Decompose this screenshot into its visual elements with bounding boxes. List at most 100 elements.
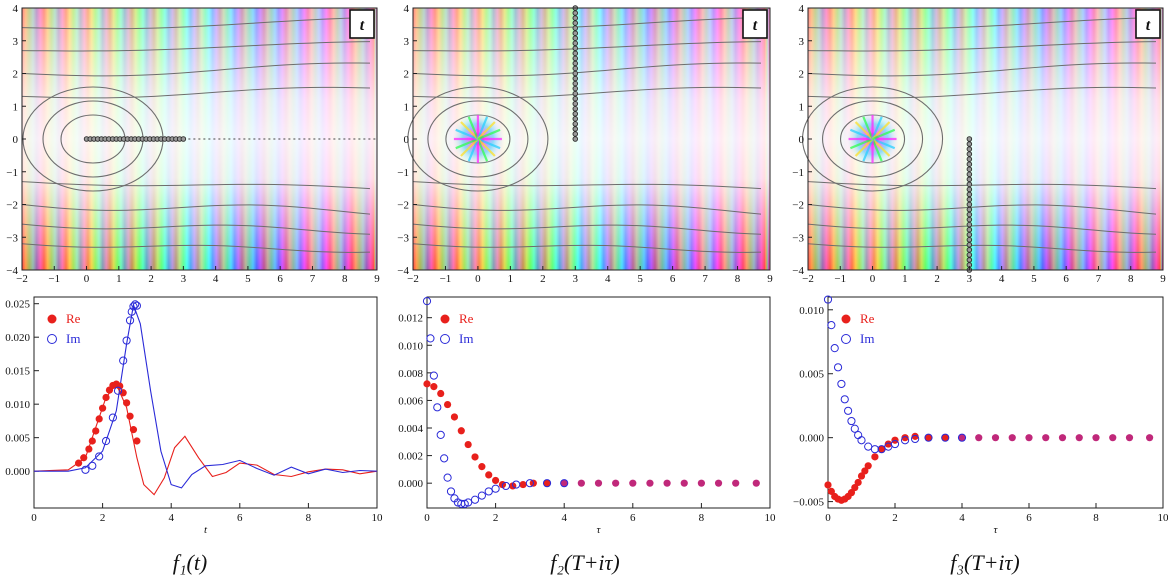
x-tick-label: −2 [802,273,814,285]
data-point-re [594,479,603,487]
pole-ray [467,138,479,162]
contour-line [21,181,371,190]
contour-line [21,86,371,99]
data-point-re [732,479,740,487]
sample-point [966,191,973,198]
data-point-im [840,395,849,404]
badge-box [1135,9,1161,39]
y-tick-label: 2 [799,69,805,81]
x-tick-label: −2 [407,273,419,285]
y-tick-label: 0 [799,134,805,146]
data-point-re [827,487,835,495]
data-point-re [884,440,892,448]
pole-ray [872,128,896,141]
data-point-im [491,484,500,493]
sample-point [572,10,579,16]
sample-point [966,151,973,157]
y-tick-label: 0.020 [5,332,30,344]
y-tick-label: 0.004 [398,423,423,435]
pole-ray [871,138,883,162]
x-tick-label: 3 [967,273,973,285]
contour-line [21,62,371,77]
sample-point [572,70,579,77]
y-tick-label: 0.012 [398,313,423,325]
x-tick-label: 1 [902,273,908,285]
data-point-im [127,307,136,316]
data-point-re [116,382,124,390]
data-point-im [477,491,486,500]
contour-line [807,17,1157,30]
sample-point [966,196,973,203]
data-point-re [80,454,88,462]
pole-ray [476,138,489,162]
x-tick-label: 10 [372,512,384,524]
plot-frame [827,296,1164,509]
y-tick-label: 3 [799,36,805,48]
y-tick-label: −3 [792,232,804,244]
sample-point [572,111,579,117]
pole-ray [871,121,891,140]
data-point-im [823,295,833,304]
sample-point [966,211,973,218]
contour-ring [821,100,924,178]
sample-point [572,131,579,137]
x-tick-label: −1 [48,273,60,285]
legend-label-im: Im [459,331,473,346]
x-tick-label: 0 [870,273,876,285]
x-tick-label: 10 [765,512,777,524]
data-point-re [924,434,933,442]
x-tick-label: 2 [540,273,546,285]
y-tick-label: −4 [6,265,18,277]
x-tick-label: 0 [31,512,37,524]
data-point-im [129,302,138,311]
x-tick-label: −2 [16,273,28,285]
data-point-im [833,363,843,372]
pole-ray [871,138,891,157]
x-tick-label: 6 [670,273,676,285]
pole-ray [862,116,874,140]
x-tick-label: 3 [181,273,187,285]
x-tick-label: 5 [245,273,251,285]
data-point-re [991,434,1000,442]
data-point-im [837,379,846,389]
y-tick-label: 0.010 [799,305,824,317]
data-point-re [430,383,438,391]
legend-label-re: Re [860,311,875,326]
data-point-re [464,440,472,449]
x-tick-label: 2 [148,273,154,285]
panel-caption-f2: f₂(T+iτ) [550,550,619,575]
y-tick-label: 0.010 [398,340,423,352]
data-point-im [119,356,128,365]
data-point-im [890,439,900,449]
heatmap-panel-f1: −2 −1 0 1 2 3 4 5 6 7 8 9 −4 −3 −2 −1 0 1 2 3 4 t [6,3,380,285]
data-point-re [478,463,486,471]
x-tick-label: 6 [1026,512,1032,524]
contour-line [412,17,762,30]
contour-line [21,41,371,52]
data-point-im [132,301,141,310]
sample-point [966,216,973,223]
x-tick-label: 4 [999,273,1005,285]
data-point-re [471,453,479,461]
data-point-im [484,487,493,496]
x-tick-label: 5 [637,273,643,285]
data-point-im [113,386,123,395]
data-point-im [857,436,866,445]
sample-point [180,136,187,142]
data-point-re [1075,434,1083,442]
y-tick-label: 0 [13,134,19,146]
contour-ring [801,86,944,192]
legend-marker-re [841,314,851,324]
data-point-im [131,300,140,309]
y-tick-label: −1 [792,167,804,179]
sample-point [572,20,579,26]
x-tick-label: 4 [213,273,219,285]
legend-marker-re [47,314,57,324]
x-tick-label: 6 [630,512,636,524]
contour-ring [427,100,529,178]
sample-point [572,55,579,62]
data-point-im [436,430,445,440]
sample-point [966,171,973,178]
data-point-re [646,479,654,487]
legend-label-im: Im [66,331,80,346]
